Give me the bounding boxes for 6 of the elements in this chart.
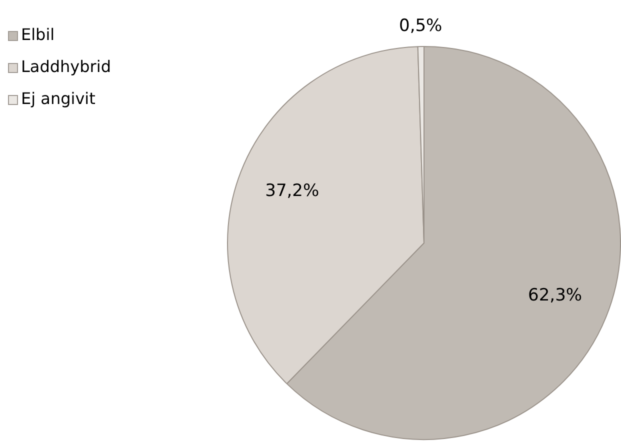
legend-label: Elbil (21, 25, 55, 44)
data-label: 62,3% (528, 286, 582, 306)
data-label: 37,2% (265, 181, 320, 202)
legend-label: Laddhybrid (21, 57, 111, 76)
data-label: 0,5% (399, 16, 442, 36)
legend-label: Ej angivit (21, 89, 96, 108)
